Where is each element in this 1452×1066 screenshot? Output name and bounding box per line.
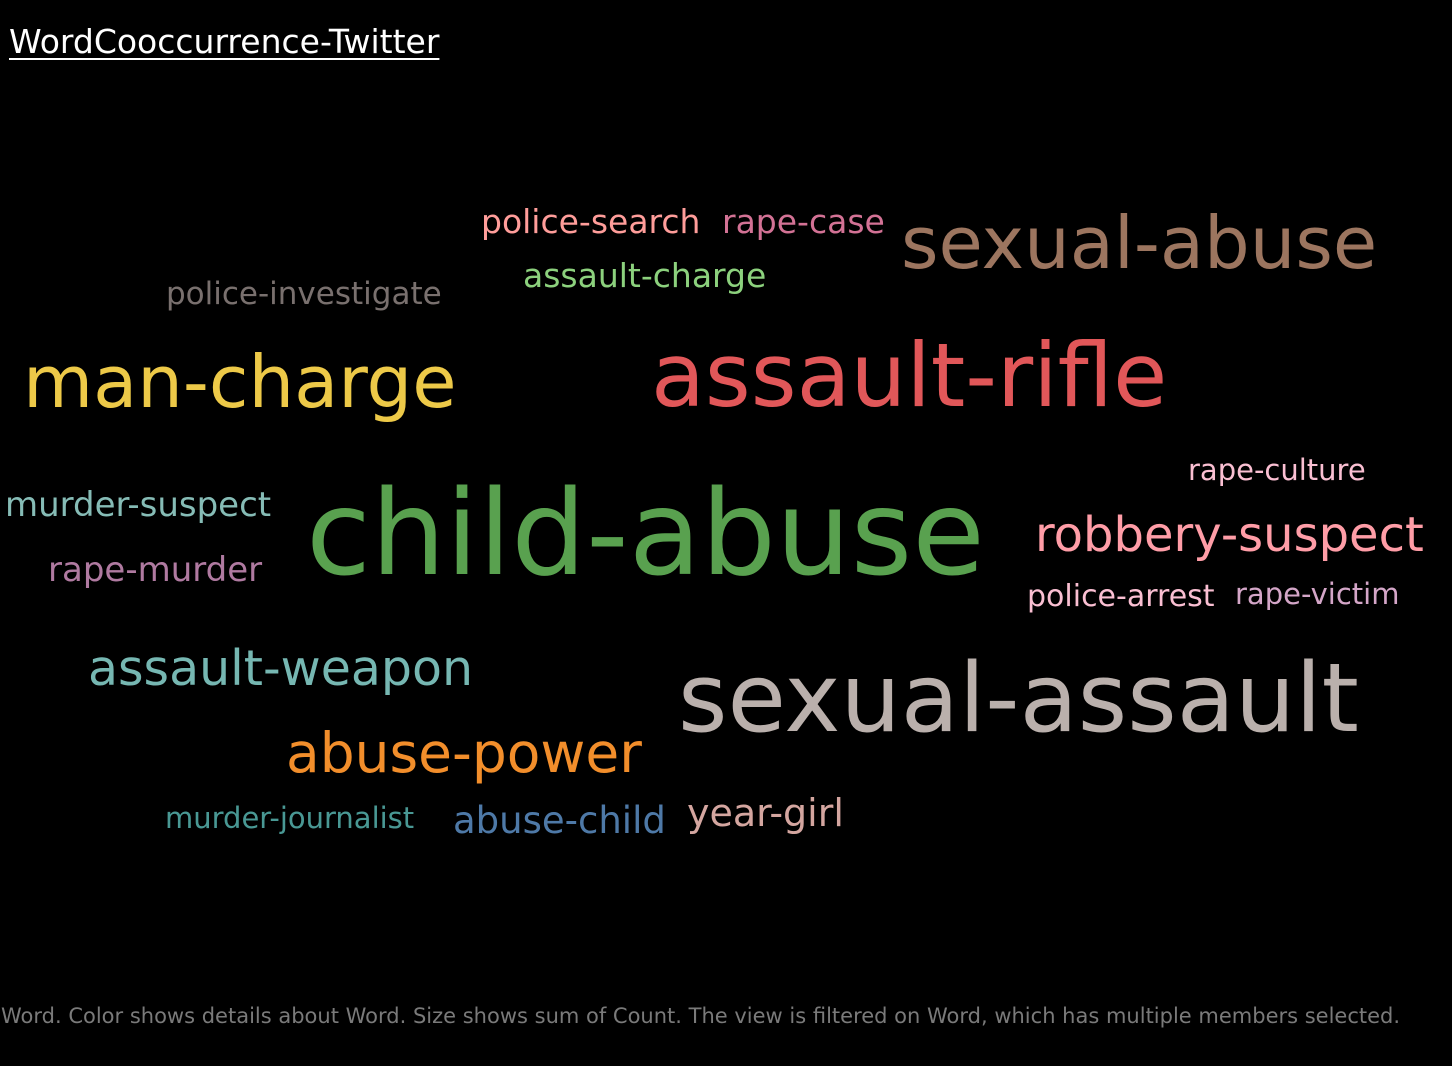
word-assault-rifle[interactable]: assault-rifle (651, 324, 1168, 427)
word-rape-murder[interactable]: rape-murder (48, 550, 263, 590)
word-rape-victim[interactable]: rape-victim (1235, 577, 1400, 611)
word-man-charge[interactable]: man-charge (23, 340, 457, 424)
word-cloud: child-abuse sexual-assault assault-rifle se… (5, 201, 1424, 842)
word-sexual-abuse[interactable]: sexual-abuse (901, 201, 1378, 285)
word-robbery-suspect[interactable]: robbery-suspect (1035, 507, 1424, 563)
word-police-search[interactable]: police-search (481, 202, 701, 241)
chart-title[interactable]: WordCooccurrence-Twitter (9, 22, 440, 61)
word-police-arrest[interactable]: police-arrest (1027, 579, 1215, 614)
word-abuse-power[interactable]: abuse-power (286, 721, 642, 785)
word-child-abuse[interactable]: child-abuse (306, 464, 985, 602)
chart-caption: Word. Color shows details about Word. Si… (1, 1004, 1401, 1028)
word-police-investigate[interactable]: police-investigate (166, 276, 442, 312)
word-sexual-assault[interactable]: sexual-assault (678, 644, 1359, 754)
word-murder-suspect[interactable]: murder-suspect (5, 485, 272, 525)
word-assault-weapon[interactable]: assault-weapon (88, 640, 474, 697)
word-abuse-child[interactable]: abuse-child (453, 799, 666, 842)
word-rape-culture[interactable]: rape-culture (1188, 453, 1366, 487)
word-rape-case[interactable]: rape-case (722, 202, 885, 241)
word-murder-journalist[interactable]: murder-journalist (165, 801, 415, 835)
word-year-girl[interactable]: year-girl (687, 791, 844, 835)
word-assault-charge[interactable]: assault-charge (523, 256, 767, 295)
